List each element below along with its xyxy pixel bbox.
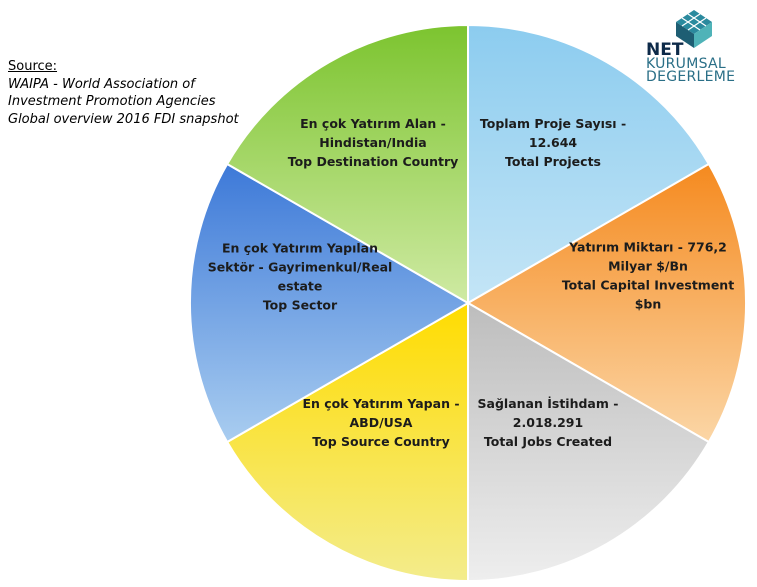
logo-net-text: NET bbox=[646, 40, 684, 60]
slice-label-top-source-country: En çok Yatırım Yapan - ABD/USA Top Source … bbox=[302, 396, 459, 449]
slice-label-total-projects: Toplam Proje Sayısı - 12.644 Total Project… bbox=[480, 116, 626, 169]
cube-emblem-icon bbox=[676, 10, 712, 48]
slice-label-capital-investment: Yatırım Miktarı - 776,2 Milyar $/Bn Total … bbox=[562, 240, 734, 312]
net-kurumsal-logo: NET KURUMSAL DEGERLEME bbox=[646, 10, 735, 85]
slice-top-destination-country bbox=[225, 23, 469, 305]
slice-label-top-destination-country: En çok Yatırım Alan - Hindistan/India Top … bbox=[288, 116, 459, 169]
logo-kurumsal-text: KURUMSAL bbox=[646, 56, 726, 72]
slice-jobs-created bbox=[467, 301, 711, 583]
slice-label-line: 2.018.291 bbox=[513, 415, 583, 430]
slice-label-line: Top Source Country bbox=[312, 434, 450, 449]
slice-label-line: Total Jobs Created bbox=[484, 434, 612, 449]
slice-label-line: Sektör - Gayrimenkul/Real bbox=[208, 260, 393, 275]
slice-label-line: Top Sector bbox=[263, 298, 338, 313]
slice-label-line: Milyar $/Bn bbox=[608, 259, 688, 274]
slice-label-line: Total Projects bbox=[505, 154, 601, 169]
slice-total-projects bbox=[467, 23, 711, 305]
slice-label-top-sector: En çok Yatırım Yapılan Sektör - Gayrimenk… bbox=[208, 241, 393, 313]
slice-top-source-country bbox=[225, 301, 469, 583]
slice-label-line: 12.644 bbox=[529, 135, 578, 150]
source-line: Investment Promotion Agencies bbox=[8, 94, 216, 109]
slice-label-line: En çok Yatırım Yapılan bbox=[222, 241, 378, 256]
slice-label-line: Toplam Proje Sayısı - bbox=[480, 116, 626, 131]
slice-label-jobs-created: Sağlanan İstihdam - 2.018.291 Total Jobs C… bbox=[478, 396, 619, 449]
slice-top-sector bbox=[189, 162, 471, 444]
logo-degerleme-text: DEGERLEME bbox=[646, 69, 735, 85]
source-label: Source: bbox=[8, 59, 58, 74]
slice-label-line: Total Capital Investment bbox=[562, 278, 734, 293]
slice-label-line: Top Destination Country bbox=[288, 154, 459, 169]
slice-label-line: En çok Yatırım Alan - bbox=[300, 116, 446, 131]
slice-label-line: En çok Yatırım Yapan - bbox=[302, 396, 459, 411]
slice-label-line: estate bbox=[278, 279, 323, 294]
source-line: Global overview 2016 FDI snapshot bbox=[8, 111, 239, 127]
slice-label-line: Hindistan/India bbox=[319, 135, 426, 150]
slice-capital-investment bbox=[465, 162, 747, 444]
source-note: Source: WAIPA - World Association of Inv… bbox=[8, 58, 248, 128]
slice-label-line: ABD/USA bbox=[350, 415, 413, 430]
slice-label-line: Sağlanan İstihdam - bbox=[478, 396, 619, 411]
source-line: WAIPA - World Association of bbox=[8, 76, 195, 92]
slice-label-line: Yatırım Miktarı - 776,2 bbox=[568, 240, 727, 255]
slice-label-line: $bn bbox=[635, 297, 662, 312]
